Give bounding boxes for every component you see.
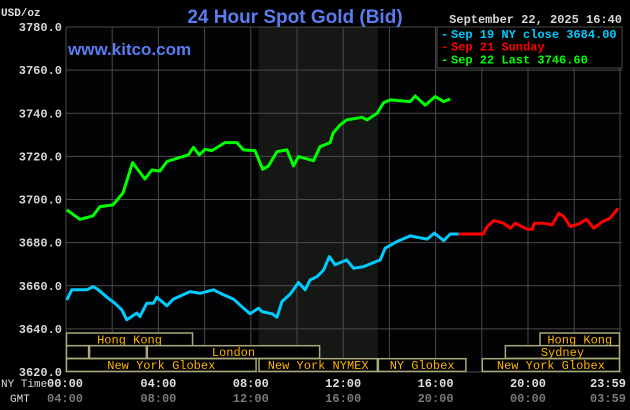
x-tick-label: 20:00 — [418, 392, 454, 406]
legend-marker: - — [441, 41, 448, 55]
session-label: Hong Kong — [97, 334, 162, 348]
x-axis-row-label: GMT — [10, 394, 30, 406]
session-label: Hong Kong — [547, 334, 612, 348]
session-box — [377, 357, 467, 373]
y-tick-label: 3620.0 — [19, 366, 62, 380]
x-tick-label: 00:00 — [510, 392, 546, 406]
session-label: NY Globex — [390, 359, 455, 373]
kitco-watermark: www.kitco.com — [67, 40, 191, 59]
x-tick-label: 12:00 — [233, 392, 269, 406]
x-tick-label: 12:00 — [325, 377, 361, 391]
session-box — [65, 357, 257, 373]
y-axis-label: USD/oz — [1, 8, 41, 20]
session-label: London — [212, 346, 255, 360]
y-tick-label: 3700.0 — [19, 194, 62, 208]
x-tick-label: 04:00 — [47, 392, 83, 406]
y-tick-label: 3640.0 — [19, 323, 62, 337]
session-label: New York NYMEX — [268, 359, 369, 373]
x-tick-label: 08:00 — [233, 377, 269, 391]
x-tick-label: 04:00 — [140, 377, 176, 391]
x-tick-label: 23:59 — [590, 377, 626, 391]
session-box — [258, 357, 379, 373]
x-tick-label: 20:00 — [510, 377, 546, 391]
y-tick-label: 3760.0 — [19, 64, 62, 78]
y-tick-label: 3740.0 — [19, 107, 62, 121]
series-line-1 — [458, 207, 620, 236]
y-tick-label: 3720.0 — [19, 150, 62, 164]
x-tick-label: 03:59 — [590, 392, 626, 406]
session-box — [88, 344, 148, 360]
legend: - Sep 19 NY close 3684.00- Sep 21 Sunday- S… — [436, 26, 623, 69]
legend-entry: Sep 21 Sunday — [451, 41, 545, 55]
legend-entry: Sep 19 NY close 3684.00 — [451, 28, 617, 42]
x-tick-label: 16:00 — [418, 377, 454, 391]
legend-entry: Sep 22 Last 3746.60 — [451, 53, 588, 67]
session-box — [65, 344, 90, 360]
session-box — [481, 357, 621, 373]
series-line-0 — [65, 231, 459, 322]
x-tick-label: 08:00 — [140, 392, 176, 406]
chart-title: 24 Hour Spot Gold (Bid) — [187, 7, 402, 28]
legend-marker: - — [441, 53, 448, 67]
y-tick-label: 3680.0 — [19, 237, 62, 251]
x-tick-label: 00:00 — [47, 377, 83, 391]
x-tick-label: 16:00 — [325, 392, 361, 406]
y-tick-label: 3660.0 — [19, 280, 62, 294]
session-label: New York Globex — [497, 359, 605, 373]
series-line-2 — [65, 94, 451, 221]
chart-timestamp: September 22, 2025 16:40 — [449, 13, 622, 27]
y-tick-label: 3780.0 — [19, 21, 62, 35]
x-axis-row-label: NY Time — [1, 379, 47, 391]
session-label: New York Globex — [107, 359, 215, 373]
session-label: Sydney — [541, 346, 584, 360]
legend-marker: - — [441, 28, 448, 42]
legend-box — [436, 26, 623, 69]
